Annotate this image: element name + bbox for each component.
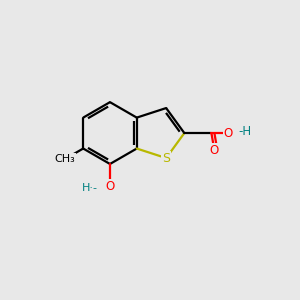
Text: S: S: [162, 152, 170, 165]
Text: O: O: [105, 180, 115, 193]
Text: H·-: H·-: [82, 183, 98, 194]
Text: O: O: [224, 127, 233, 140]
Text: -H: -H: [238, 124, 251, 137]
Text: CH₃: CH₃: [55, 154, 75, 164]
Text: O: O: [210, 144, 219, 157]
